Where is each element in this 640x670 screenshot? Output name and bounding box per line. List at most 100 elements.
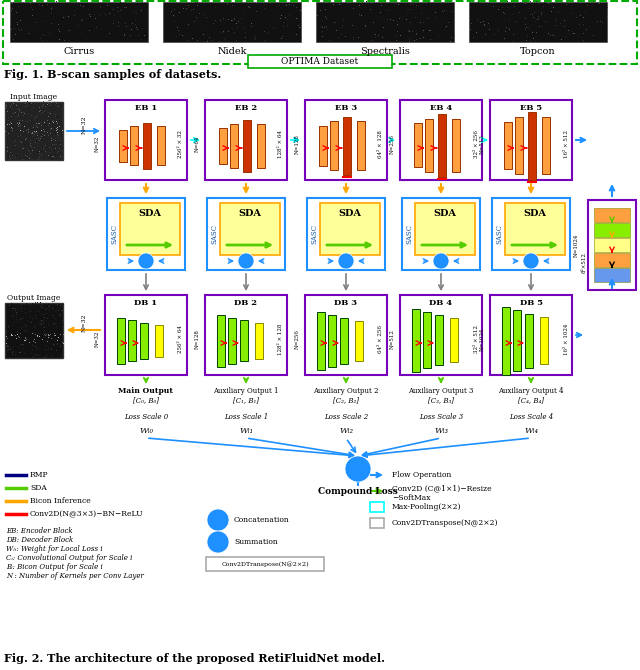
Text: Main Output: Main Output: [118, 387, 173, 395]
Text: RMP: RMP: [30, 471, 49, 479]
Text: −SoftMax: −SoftMax: [392, 494, 431, 502]
FancyBboxPatch shape: [219, 128, 227, 164]
FancyBboxPatch shape: [305, 295, 387, 375]
FancyBboxPatch shape: [343, 117, 351, 175]
FancyBboxPatch shape: [228, 318, 236, 364]
Text: SDA: SDA: [433, 208, 456, 218]
FancyBboxPatch shape: [594, 208, 630, 222]
FancyBboxPatch shape: [594, 238, 630, 252]
Text: Σ: Σ: [353, 462, 363, 476]
Text: C: C: [342, 257, 349, 265]
Text: C: C: [527, 257, 534, 265]
Text: Wₗ₁: Wₗ₁: [239, 427, 253, 435]
FancyBboxPatch shape: [5, 102, 63, 160]
Text: Wₗᵢ: Weight for Local Loss i: Wₗᵢ: Weight for Local Loss i: [6, 545, 102, 553]
Text: Flow Operation: Flow Operation: [392, 471, 451, 479]
FancyBboxPatch shape: [120, 203, 180, 255]
Text: Loss Scale 4: Loss Scale 4: [509, 413, 553, 421]
FancyBboxPatch shape: [107, 198, 185, 270]
FancyBboxPatch shape: [155, 325, 163, 357]
Text: EB 5: EB 5: [520, 104, 542, 112]
Text: Auxiliary Output 4: Auxiliary Output 4: [499, 387, 564, 395]
Text: N=256: N=256: [294, 329, 300, 349]
FancyBboxPatch shape: [370, 518, 384, 528]
FancyBboxPatch shape: [105, 295, 187, 375]
FancyBboxPatch shape: [206, 557, 324, 571]
Text: DB: Decoder Block: DB: Decoder Block: [6, 536, 73, 544]
Text: Auxiliary Output 3: Auxiliary Output 3: [408, 387, 474, 395]
FancyBboxPatch shape: [490, 295, 572, 375]
FancyBboxPatch shape: [255, 323, 263, 359]
Text: [C₁, B₁]: [C₁, B₁]: [233, 396, 259, 404]
FancyBboxPatch shape: [305, 100, 387, 180]
FancyBboxPatch shape: [207, 198, 285, 270]
FancyBboxPatch shape: [105, 100, 187, 180]
FancyBboxPatch shape: [370, 502, 384, 512]
Text: Conv2DTranspose(N@2×2): Conv2DTranspose(N@2×2): [392, 519, 499, 527]
FancyBboxPatch shape: [5, 303, 63, 358]
FancyBboxPatch shape: [505, 203, 565, 255]
Text: Loss Scale 1: Loss Scale 1: [224, 413, 268, 421]
Text: DB 1: DB 1: [134, 299, 157, 307]
FancyBboxPatch shape: [316, 2, 454, 42]
Circle shape: [207, 531, 229, 553]
FancyBboxPatch shape: [3, 1, 637, 64]
FancyBboxPatch shape: [330, 121, 338, 170]
Text: DB 3: DB 3: [335, 299, 358, 307]
Text: 16² × 512: 16² × 512: [563, 130, 568, 158]
FancyBboxPatch shape: [340, 318, 348, 364]
FancyBboxPatch shape: [452, 119, 460, 172]
Text: EB 3: EB 3: [335, 104, 357, 112]
FancyBboxPatch shape: [588, 200, 636, 290]
Text: [C₀, B₀]: [C₀, B₀]: [133, 396, 159, 404]
FancyBboxPatch shape: [117, 318, 125, 364]
FancyBboxPatch shape: [307, 198, 385, 270]
Text: DB 5: DB 5: [520, 299, 543, 307]
Text: Auxiliary Output 1: Auxiliary Output 1: [213, 387, 279, 395]
Text: EB 4: EB 4: [430, 104, 452, 112]
Text: 128² × 128: 128² × 128: [278, 324, 284, 354]
FancyBboxPatch shape: [10, 2, 148, 42]
Text: N=1024: N=1024: [573, 233, 579, 257]
FancyBboxPatch shape: [240, 320, 248, 361]
Text: Σ: Σ: [214, 535, 223, 549]
FancyBboxPatch shape: [594, 223, 630, 237]
Text: [C₄, B₄]: [C₄, B₄]: [518, 396, 544, 404]
Text: 16² × 1024: 16² × 1024: [563, 324, 568, 354]
Text: Loss Scale 3: Loss Scale 3: [419, 413, 463, 421]
Text: OPTIMA Dataset: OPTIMA Dataset: [282, 57, 358, 66]
FancyBboxPatch shape: [469, 2, 607, 42]
Text: Output Image: Output Image: [7, 294, 61, 302]
FancyBboxPatch shape: [400, 295, 482, 375]
Text: Concatenation: Concatenation: [234, 516, 290, 524]
Circle shape: [433, 253, 449, 269]
Text: N=512: N=512: [390, 329, 394, 349]
FancyBboxPatch shape: [425, 119, 433, 172]
Text: 32² × 512: 32² × 512: [474, 325, 479, 353]
FancyBboxPatch shape: [435, 315, 443, 365]
Text: SASC: SASC: [405, 224, 413, 244]
FancyBboxPatch shape: [320, 203, 380, 255]
Text: Wₗ₃: Wₗ₃: [434, 427, 448, 435]
Text: N=128: N=128: [195, 329, 200, 349]
Text: N=32: N=32: [95, 331, 99, 347]
Text: Spectralis: Spectralis: [360, 46, 410, 56]
FancyBboxPatch shape: [220, 203, 280, 255]
FancyBboxPatch shape: [490, 100, 572, 180]
Text: Conv2D(N@3×3)−BN−ReLU: Conv2D(N@3×3)−BN−ReLU: [30, 510, 143, 518]
Text: Nidek: Nidek: [217, 46, 247, 56]
Text: SASC: SASC: [310, 224, 318, 244]
Text: Loss Scale 2: Loss Scale 2: [324, 413, 368, 421]
Text: DB 2: DB 2: [234, 299, 257, 307]
FancyBboxPatch shape: [502, 307, 510, 375]
Text: Input Image: Input Image: [10, 93, 58, 101]
FancyBboxPatch shape: [513, 310, 521, 371]
FancyBboxPatch shape: [317, 312, 325, 370]
Text: Bᵢ: Bicon Output for Scale i: Bᵢ: Bicon Output for Scale i: [6, 563, 103, 571]
Text: N=128: N=128: [294, 134, 300, 154]
FancyBboxPatch shape: [217, 315, 225, 367]
FancyBboxPatch shape: [423, 312, 431, 368]
Text: EB 2: EB 2: [235, 104, 257, 112]
FancyBboxPatch shape: [542, 117, 550, 174]
Text: C: C: [243, 257, 250, 265]
